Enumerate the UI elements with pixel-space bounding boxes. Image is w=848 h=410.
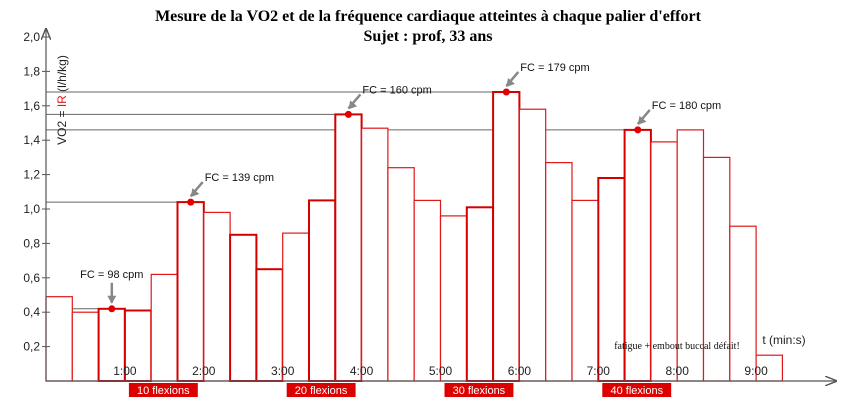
- y-axis-label-suffix: (l/h/kg): [55, 55, 69, 95]
- x-tick-label-4: 4:00: [350, 364, 374, 378]
- bar-11: [308, 199, 337, 382]
- bar-9: [255, 268, 284, 383]
- fc-label-5: FC = 180 cpm: [652, 100, 721, 112]
- bar-1: [45, 296, 73, 382]
- x-tick-label-9: 9:00: [744, 364, 768, 378]
- bar-6: [176, 201, 205, 382]
- y-tick-label-6: 1,2: [23, 168, 40, 182]
- fatigue-annotation: fatigue + embout buccal défait!: [614, 341, 740, 352]
- fc-label-2: FC = 139 cpm: [205, 172, 274, 184]
- x-tick-labels: 1:00 2:00 3:00 4:00 5:00 6:00 7:00 8:00 9:00: [113, 364, 768, 378]
- y-axis-label-ir: IR: [55, 95, 69, 107]
- bar-7: [203, 211, 231, 382]
- bar-series: [45, 91, 783, 383]
- bar-2: [71, 311, 100, 382]
- y-tick-label-1: 0,2: [23, 340, 40, 354]
- y-tick-labels: 0,2 0,4 0,6 0,8 1,0 1,2 1,4 1,6 1,8 2,0: [23, 30, 50, 354]
- bar-13: [361, 127, 389, 382]
- flexion-label-4: 40 flexions: [611, 385, 664, 397]
- flexion-bg-2: [286, 383, 356, 397]
- y-tick-label-9: 1,8: [23, 64, 40, 78]
- bar-25: [676, 129, 705, 382]
- flexion-labels: 10 flexions 20 flexions 30 flexions 40 flex…: [128, 383, 672, 397]
- fc-point-2: [187, 198, 195, 206]
- bar-17: [465, 206, 495, 382]
- flexion-bg-4: [602, 383, 672, 397]
- fc-label-1: FC = 98 cpm: [80, 269, 143, 281]
- x-axis-label: t (min:s): [762, 333, 805, 347]
- fc-arrowhead-3: [348, 100, 358, 110]
- axes: [46, 29, 836, 381]
- bar-14: [387, 167, 415, 382]
- fc-arrowhead-4: [506, 78, 515, 88]
- y-tick-label-2: 0,4: [23, 305, 40, 319]
- y-axis-label-prefix: VO2 =: [55, 107, 69, 145]
- y-tick-label-4: 0,8: [23, 236, 40, 250]
- x-tick-label-1: 1:00: [113, 364, 137, 378]
- bar-19: [518, 108, 547, 382]
- bar-21: [571, 199, 599, 382]
- fc-point-4: [502, 88, 510, 96]
- x-tick-label-5: 5:00: [429, 364, 453, 378]
- bar-28: [755, 354, 783, 382]
- x-tick-label-7: 7:00: [587, 364, 611, 378]
- flexion-label-2: 20 flexions: [295, 385, 348, 397]
- y-tick-label-7: 1,4: [23, 133, 40, 147]
- chart-title: Mesure de la VO2 et de la fréquence card…: [155, 8, 701, 25]
- fc-point-1: [108, 305, 116, 313]
- x-tick-label-8: 8:00: [666, 364, 690, 378]
- fc-markers: FC = 98 cpm FC = 139 cpm FC = 160 cpm FC = …: [80, 62, 721, 313]
- x-tick-label-2: 2:00: [192, 364, 216, 378]
- bar-18: [492, 91, 521, 382]
- bar-5: [150, 273, 179, 382]
- fc-label-4: FC = 179 cpm: [520, 62, 589, 74]
- bar-16: [439, 215, 468, 382]
- y-tick-label-8: 1,6: [23, 99, 40, 113]
- bar-20: [545, 162, 573, 382]
- flexion-bg-3: [444, 383, 514, 397]
- chart-subtitle: Sujet : prof, 33 ans: [363, 28, 492, 45]
- flexion-label-3: 30 flexions: [453, 385, 506, 397]
- y-axis-label: VO2 = IR (l/h/kg): [55, 55, 69, 145]
- fc-point-3: [344, 110, 352, 118]
- fc-arrowhead-2: [190, 188, 200, 198]
- y-tick-label-3: 0,6: [23, 271, 40, 285]
- x-tick-label-6: 6:00: [508, 364, 532, 378]
- x-tick-label-3: 3:00: [271, 364, 295, 378]
- flexion-bg-1: [128, 383, 198, 397]
- flexion-label-1: 10 flexions: [137, 385, 190, 397]
- bar-15: [413, 199, 442, 382]
- bar-27: [729, 225, 757, 382]
- fc-point-5: [634, 126, 642, 134]
- y-tick-label-10: 2,0: [23, 30, 40, 44]
- y-tick-label-5: 1,0: [23, 202, 40, 216]
- fc-label-3: FC = 160 cpm: [362, 84, 431, 96]
- bar-12: [334, 113, 363, 383]
- bar-8: [229, 233, 258, 382]
- bar-10: [282, 232, 310, 382]
- fc-arrowhead-5: [637, 115, 647, 125]
- fc-arrowhead-1: [107, 295, 117, 304]
